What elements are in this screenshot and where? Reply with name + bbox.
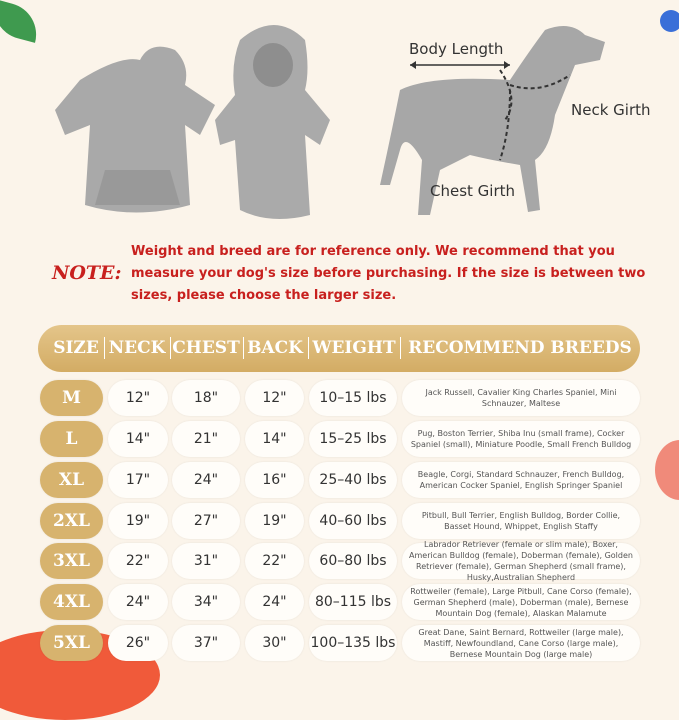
chest-girth-label: Chest Girth	[430, 182, 516, 200]
cell-chest: 18"	[172, 380, 240, 416]
cell-size: 5XL	[40, 625, 103, 661]
cell-back: 30"	[245, 625, 304, 661]
chest-girth-line	[499, 69, 513, 121]
dog-measurement-diagram	[380, 26, 605, 215]
cell-size: 2XL	[40, 503, 103, 539]
cell-weight: 100–135 lbs	[309, 625, 397, 661]
neck-girth-label: Neck Girth	[571, 101, 651, 119]
cell-size: XL	[40, 462, 103, 498]
table-header: SIZE NECK CHEST BACK WEIGHT RECOMMEND BR…	[38, 325, 640, 372]
cell-back: 12"	[245, 380, 304, 416]
leaf-decoration	[0, 0, 44, 43]
cell-weight: 60–80 lbs	[309, 543, 397, 579]
header-weight: WEIGHT	[312, 338, 396, 358]
cell-chest: 34"	[172, 584, 240, 620]
cell-neck: 22"	[108, 543, 168, 579]
cell-chest: 37"	[172, 625, 240, 661]
table-row: 3XL 22" 31" 22" 60–80 lbs Labrador Retriever …	[40, 540, 640, 582]
dog-silhouette-icon	[380, 26, 605, 215]
table-row: M 12" 18" 12" 10–15 lbs Jack Russell, Cavalie…	[40, 380, 640, 416]
header-chest: CHEST	[172, 338, 240, 358]
cell-breeds: Rottweiler (female), Large Pitbull, Cane…	[402, 584, 640, 620]
cell-neck: 26"	[108, 625, 168, 661]
cell-breeds: Great Dane, Saint Bernard, Rottweiler (l…	[402, 625, 640, 661]
product-hoodie-images	[55, 25, 330, 219]
cell-size: L	[40, 421, 103, 457]
cell-weight: 15–25 lbs	[309, 421, 397, 457]
table-row: 5XL 26" 37" 30" 100–135 lbs Great Dane, Saint…	[40, 625, 640, 661]
cell-weight: 80–115 lbs	[309, 584, 397, 620]
cell-back: 14"	[245, 421, 304, 457]
cell-back: 24"	[245, 584, 304, 620]
cell-neck: 12"	[108, 380, 168, 416]
body-length-label: Body Length	[409, 40, 504, 58]
cell-chest: 31"	[172, 543, 240, 579]
cell-chest: 24"	[172, 462, 240, 498]
cell-neck: 24"	[108, 584, 168, 620]
blob-decoration	[655, 440, 679, 500]
cell-breeds: Jack Russell, Cavalier King Charles Span…	[402, 380, 640, 416]
cell-weight: 25–40 lbs	[309, 462, 397, 498]
hoodie-back	[55, 46, 215, 213]
table-row: XL 17" 24" 16" 25–40 lbs Beagle, Corgi, Stand…	[40, 462, 640, 498]
cell-back: 19"	[245, 503, 304, 539]
cell-neck: 14"	[108, 421, 168, 457]
hoodie-pocket	[95, 170, 180, 205]
dot-decoration	[660, 10, 679, 32]
table-row: 2XL 19" 27" 19" 40–60 lbs Pitbull, Bull Terri…	[40, 503, 640, 539]
header-size: SIZE	[53, 338, 99, 358]
header-back: BACK	[247, 338, 303, 358]
cell-chest: 27"	[172, 503, 240, 539]
cell-size: 4XL	[40, 584, 103, 620]
table-row: L 14" 21" 14" 15–25 lbs Pug, Boston Terrier, …	[40, 421, 640, 457]
cell-breeds: Labrador Retriever (female or slim male)…	[402, 540, 640, 582]
note-title: NOTE:	[52, 262, 122, 284]
header-breeds: RECOMMEND BREEDS	[408, 338, 632, 358]
cell-breeds: Pug, Boston Terrier, Shiba Inu (small fr…	[402, 421, 640, 457]
cell-breeds: Beagle, Corgi, Standard Schnauzer, Frenc…	[402, 462, 640, 498]
cell-breeds: Pitbull, Bull Terrier, English Bulldog, …	[402, 503, 640, 539]
cell-weight: 40–60 lbs	[309, 503, 397, 539]
table-row: 4XL 24" 34" 24" 80–115 lbs Rottweiler (female…	[40, 584, 640, 620]
cell-neck: 19"	[108, 503, 168, 539]
header-neck: NECK	[108, 338, 166, 358]
note-text: Weight and breed are for reference only.…	[131, 244, 646, 303]
cell-weight: 10–15 lbs	[309, 380, 397, 416]
cell-size: M	[40, 380, 103, 416]
cell-back: 22"	[245, 543, 304, 579]
neck-girth-line	[509, 74, 571, 90]
cell-neck: 17"	[108, 462, 168, 498]
cell-back: 16"	[245, 462, 304, 498]
cell-size: 3XL	[40, 543, 103, 579]
hoodie-front	[215, 25, 330, 219]
cell-chest: 21"	[172, 421, 240, 457]
